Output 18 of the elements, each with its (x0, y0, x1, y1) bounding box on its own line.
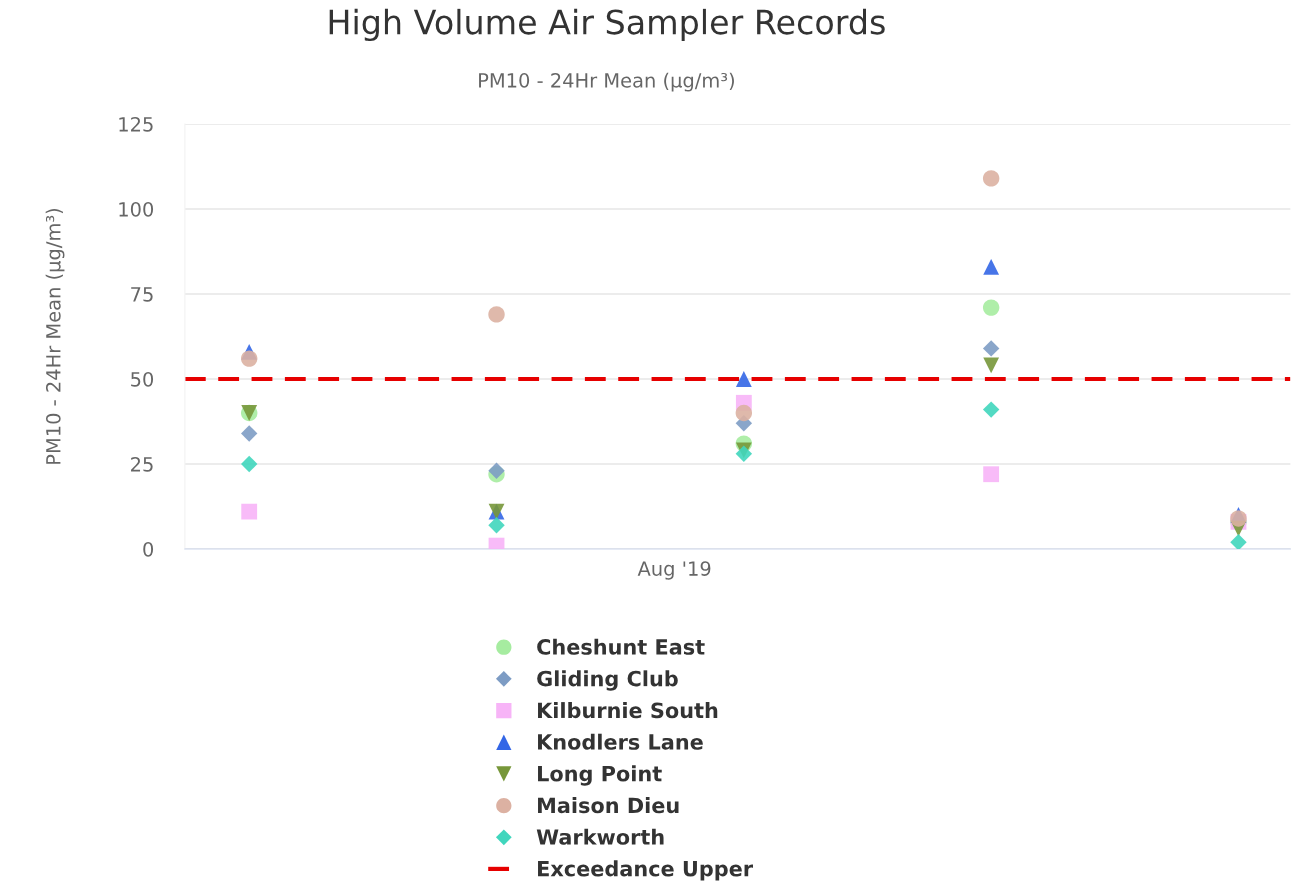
legend-label: Warkworth (536, 828, 664, 845)
legend-label: Long Point (538, 765, 662, 786)
legend-label: Maison Dieu (538, 797, 679, 814)
y-tick-label: 25 (131, 456, 153, 472)
y-axis-title: PM10 - 24Hr Mean (µg/m³) (45, 208, 65, 464)
legend-label: Kilburnie South (538, 702, 718, 719)
chart-subtitle: PM10 - 24Hr Mean (µg/m³) (479, 72, 734, 92)
chart-title: High Volume Air Sampler Records (329, 8, 885, 42)
y-tick-label: 125 (119, 116, 153, 132)
legend-label: Exceedance Upper (538, 860, 754, 881)
legend-label: Cheshunt East (537, 638, 705, 655)
legend-label: Gliding Club (537, 670, 678, 691)
text: Aug '19 (637, 561, 711, 580)
y-tick-label: 50 (131, 371, 154, 387)
legend-label: Knodlers Lane (538, 733, 703, 750)
y-tick-label: 0 (143, 541, 154, 557)
y-tick-label: 75 (131, 287, 153, 302)
y-tick-label: 100 (119, 201, 154, 217)
